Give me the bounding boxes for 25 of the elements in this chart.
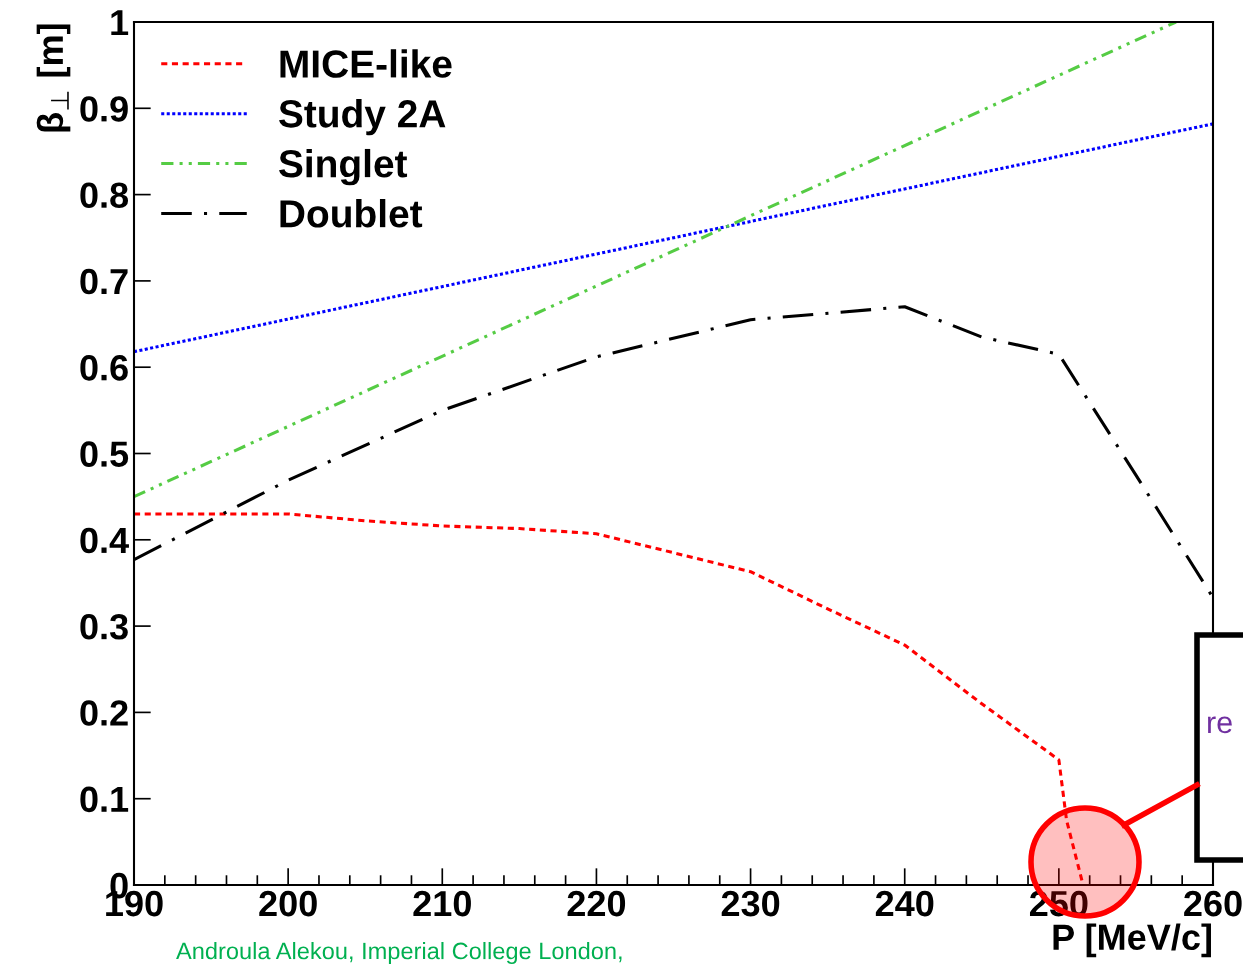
line-series	[134, 512, 1084, 883]
x-tick-label: 230	[721, 890, 780, 917]
text: Androula Alekou, Imperial College London,	[176, 941, 622, 965]
y-tick-label: 0.2	[80, 700, 128, 726]
legend-label: Doublet	[280, 198, 423, 228]
y-tick-label: 0.3	[80, 613, 128, 640]
y-tick-label: 0.6	[80, 355, 128, 381]
legend-label: Study 2A	[279, 99, 446, 136]
y-tick-label: 0.4	[80, 527, 129, 554]
y-tick-label: 0.8	[80, 182, 129, 209]
x-axis-title: P [MeV/c]	[1053, 923, 1211, 958]
x-tick-label: 220	[567, 890, 626, 917]
legend-label: Singlet	[279, 148, 408, 186]
y-tick-label: 0.5	[80, 441, 129, 467]
x-tick-label: 240	[875, 890, 934, 917]
legend-label: MICE-like	[280, 49, 452, 78]
y-tick-label: 0.1	[80, 786, 129, 813]
y-tick-label: 1	[111, 10, 129, 36]
y-tick-label: 0.9	[80, 96, 128, 122]
x-tick-label: 260	[1184, 890, 1242, 917]
y-axis-title: β$_{⊥}$ [m]	[36, 24, 71, 132]
y-tick-label: 0.7	[80, 268, 128, 295]
x-tick-label: 200	[259, 890, 317, 917]
annotation: re	[1208, 716, 1232, 734]
x-tick-label: 210	[413, 890, 471, 917]
